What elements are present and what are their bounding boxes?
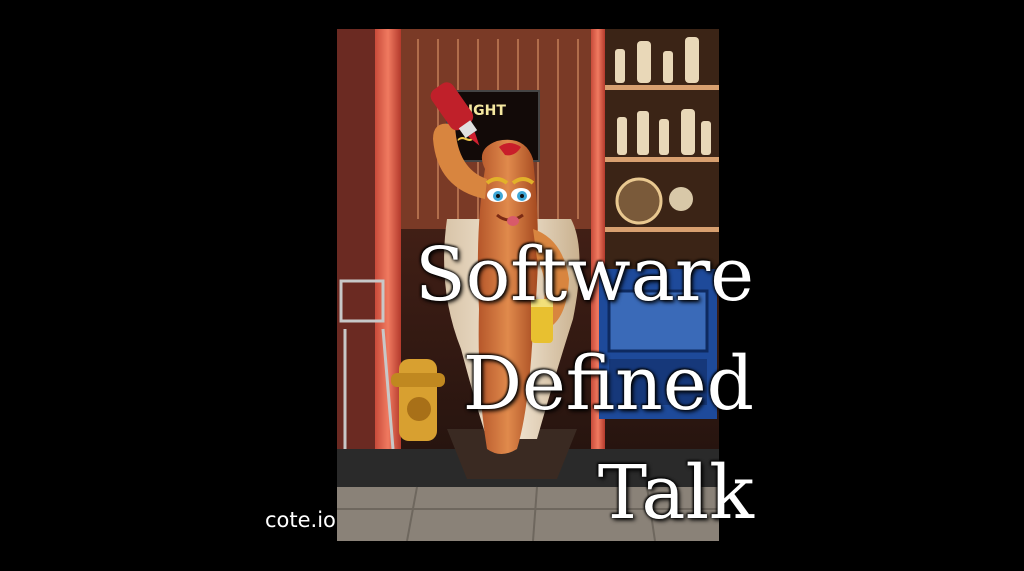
site-url-label: cote.io (265, 508, 336, 532)
title-line-defined: Defined (462, 341, 754, 427)
title-line-talk: Talk (597, 450, 754, 536)
hotdog-mascot-scene: LIGHT ~ (337, 29, 719, 541)
cover-photo: LIGHT ~ (337, 29, 719, 541)
title-line-software: Software (415, 232, 754, 318)
